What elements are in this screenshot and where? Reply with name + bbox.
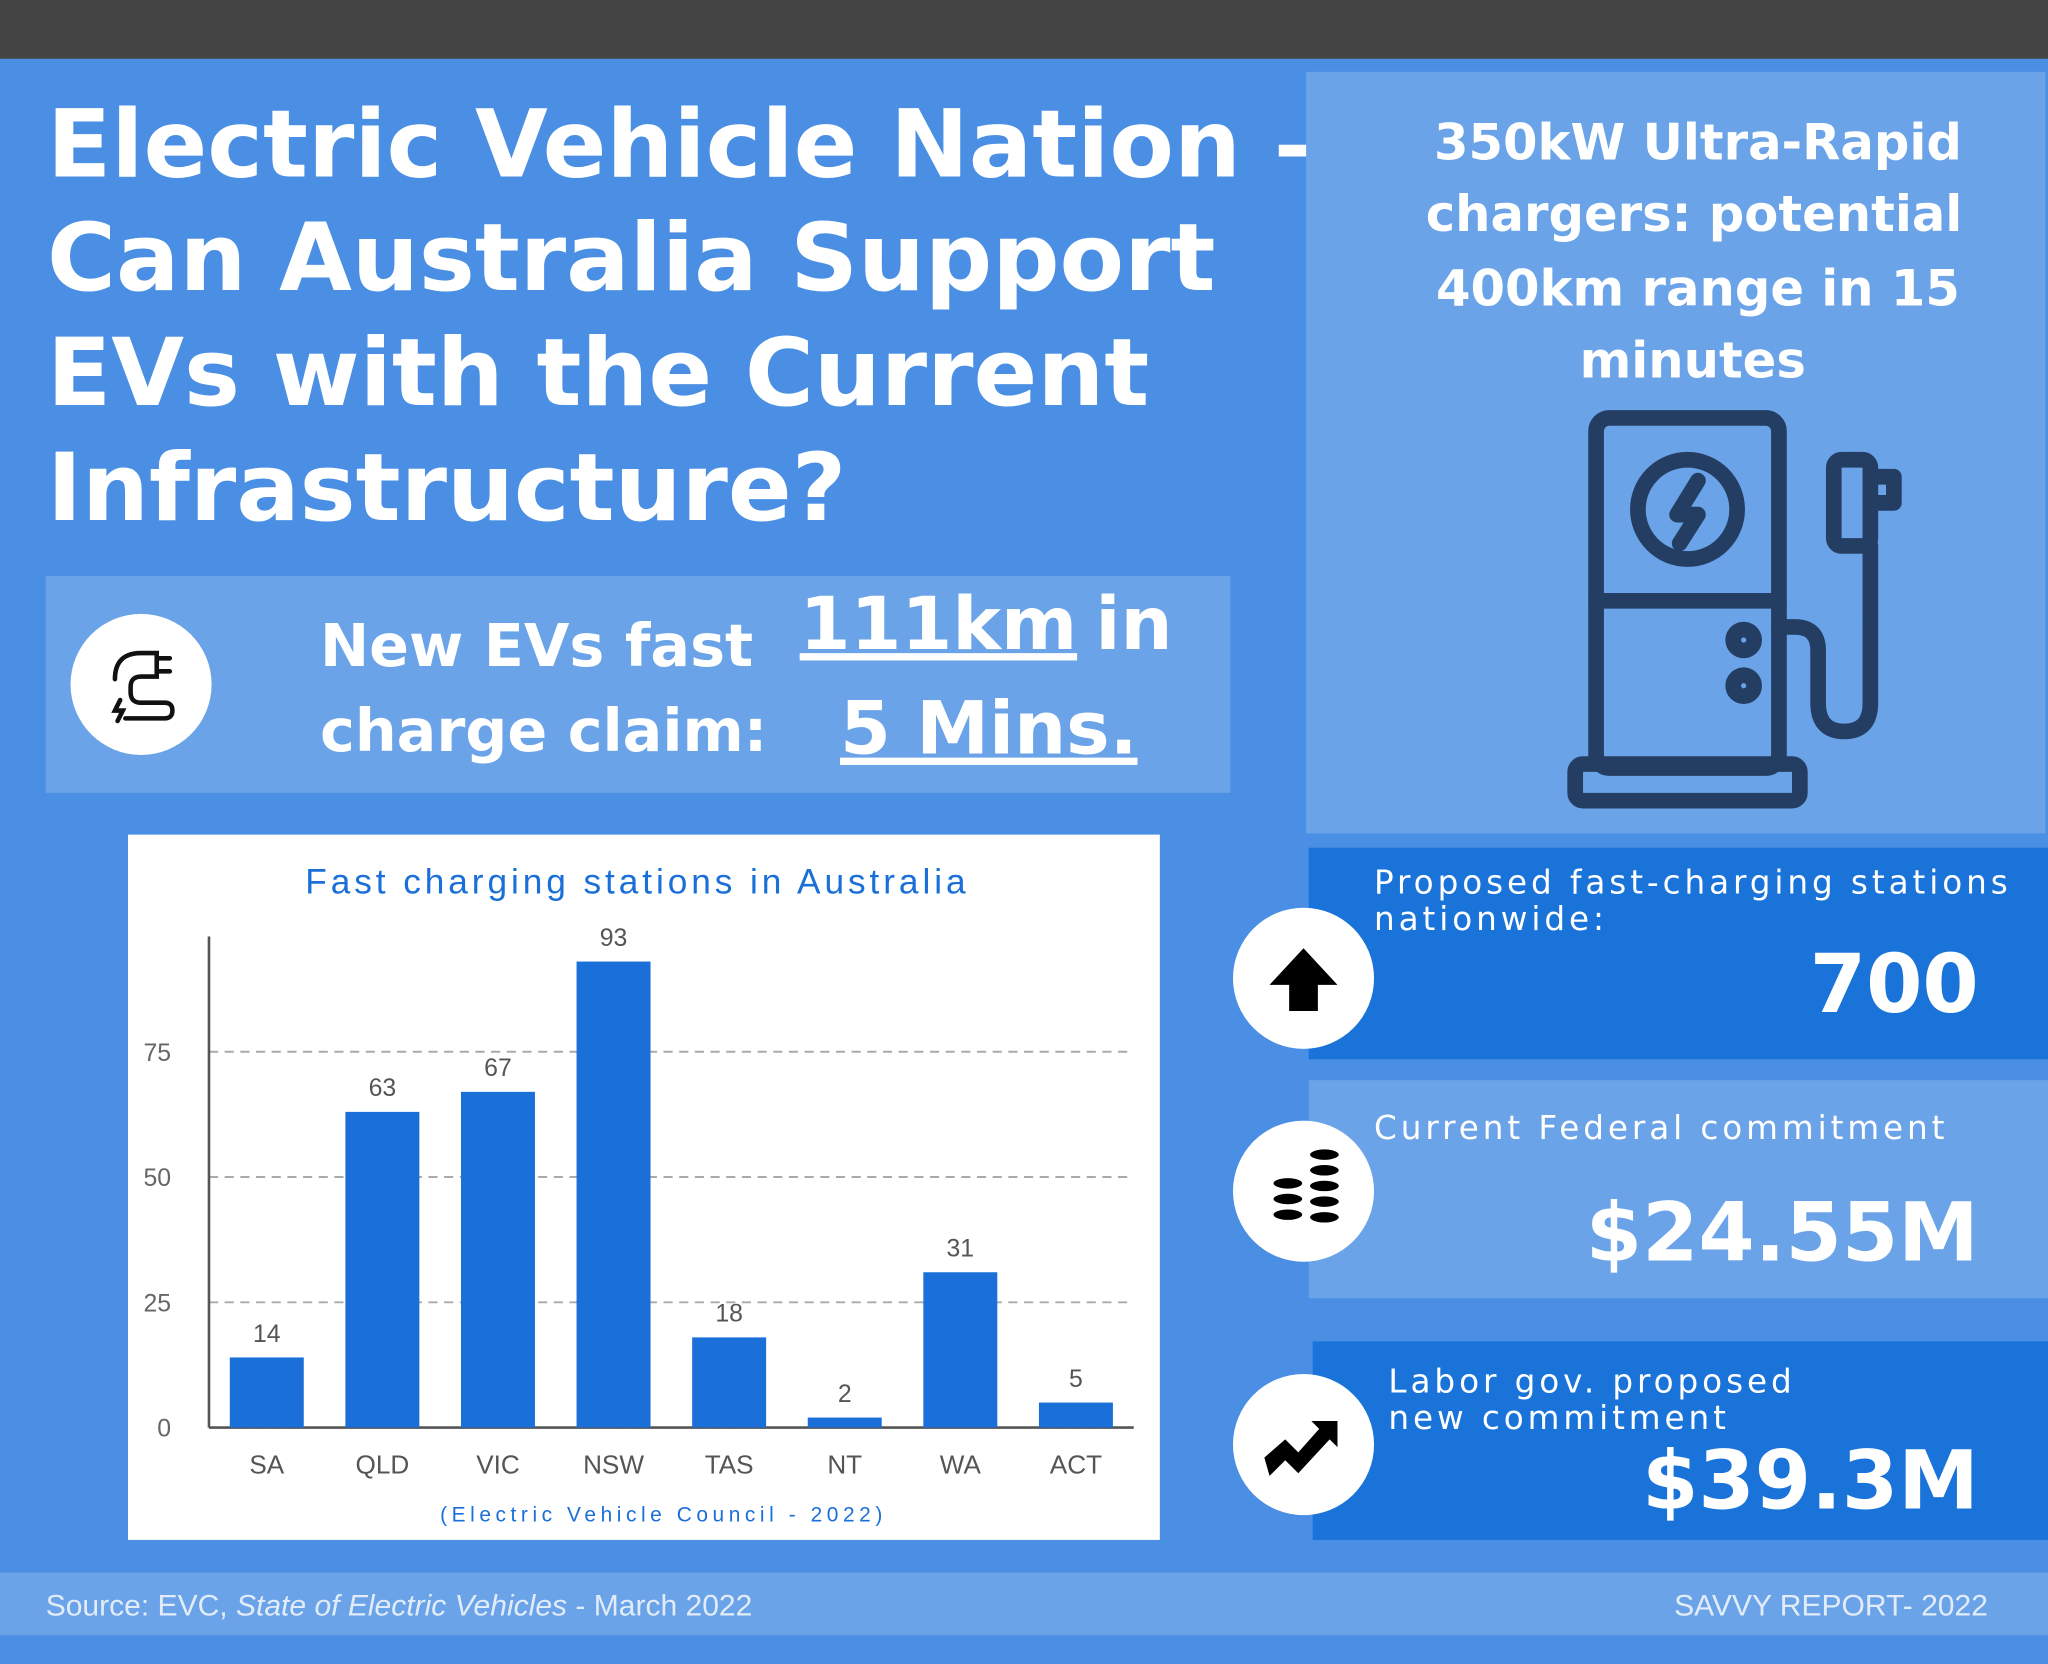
bar — [923, 1272, 998, 1428]
stats: Proposed fast-charging stationsnationwid… — [1232, 847, 2048, 1540]
stat-icon — [1264, 1421, 1338, 1476]
bar — [692, 1337, 767, 1428]
stat-label: nationwide: — [1374, 900, 1608, 938]
claim-label: charge claim: — [320, 696, 767, 765]
stat-panel — [1312, 1341, 2048, 1540]
value-label: 93 — [600, 925, 628, 952]
stat-value: $24.55M — [1586, 1186, 1979, 1280]
stat-icon-bg — [1232, 1374, 1375, 1516]
claim-label: New EVs fast — [320, 611, 753, 680]
feature-panel — [1306, 71, 2046, 834]
plug-icon — [111, 650, 175, 724]
x-tick-label: QLD — [356, 1449, 410, 1479]
x-tick-label: VIC — [476, 1449, 520, 1479]
feature-line: minutes — [1580, 331, 1806, 389]
stat-icon — [1269, 948, 1338, 1011]
stat-icon — [1307, 1193, 1342, 1210]
plug-icon-bg — [70, 613, 212, 755]
stat-icon-bg — [1232, 1120, 1375, 1262]
stat-icon — [1307, 1178, 1342, 1194]
stat-label: Proposed fast-charging stations — [1374, 863, 2012, 901]
footer-bar — [0, 1572, 2048, 1636]
feature-text: 350kW Ultra-Rapid chargers: potential 40… — [1426, 113, 1963, 389]
x-tick-label: NSW — [583, 1449, 644, 1479]
value-label: 63 — [369, 1075, 397, 1102]
bar — [807, 1417, 882, 1428]
bar — [576, 961, 651, 1428]
value-label: 31 — [947, 1236, 975, 1263]
claim-time: 5 Mins. — [840, 687, 1138, 772]
title: Electric Vehicle Nation – Can Australia … — [47, 90, 1321, 543]
stat-icon — [1307, 1209, 1342, 1226]
value-label: 2 — [838, 1381, 852, 1408]
y-tick-label: 50 — [144, 1165, 172, 1192]
stat-panel — [1308, 1080, 2048, 1299]
title-line: Can Australia Support — [47, 204, 1215, 313]
footer-source: Source: EVC, State of Electric Vehicles … — [46, 1590, 753, 1623]
claim-panel — [45, 576, 1231, 793]
y-tick-label: 25 — [144, 1290, 172, 1317]
stat-icon — [1270, 1191, 1305, 1207]
claim-distance: 111km — [800, 582, 1077, 667]
stat-icon — [1270, 1206, 1305, 1223]
stat-value: 700 — [1810, 938, 1979, 1032]
bar — [229, 1357, 304, 1428]
x-tick-label: ACT — [1050, 1449, 1102, 1479]
value-label: 14 — [253, 1321, 281, 1348]
chart-title: Fast charging stations in Australia — [305, 862, 969, 901]
title-line: EVs with the Current — [47, 319, 1149, 428]
claim-connector: in — [1095, 582, 1172, 667]
stat-label: new commitment — [1388, 1399, 1729, 1437]
chart-source: (Electric Vehicle Council - 2022) — [440, 1504, 887, 1527]
value-label: 18 — [715, 1301, 743, 1328]
y-tick-label: 75 — [144, 1040, 172, 1067]
source-title: State of Electric Vehicles — [236, 1590, 567, 1623]
stat-icon — [1270, 1175, 1305, 1192]
stat-label: Current Federal commitment — [1374, 1109, 1948, 1147]
charger-icon — [1567, 410, 1902, 809]
feature-line: 400km range in 15 — [1436, 260, 1960, 318]
stat-icon — [1307, 1162, 1342, 1179]
source-prefix: Source: EVC, — [46, 1590, 228, 1623]
value-label: 67 — [484, 1055, 512, 1082]
y-tick-label: 0 — [157, 1416, 171, 1443]
footer-brand: SAVVY REPORT- 2022 — [1674, 1590, 1988, 1623]
x-tick-label: SA — [249, 1449, 284, 1479]
x-tick-label: WA — [940, 1449, 982, 1479]
top-bar — [0, 0, 2048, 59]
stat-icon — [1307, 1146, 1342, 1163]
x-tick-label: NT — [827, 1449, 862, 1479]
feature-line: chargers: potential — [1426, 185, 1963, 243]
title-line: Electric Vehicle Nation – — [47, 90, 1321, 199]
stat-value: $39.3M — [1642, 1435, 1979, 1529]
source-suffix: - March 2022 — [575, 1590, 752, 1623]
bar — [460, 1091, 535, 1428]
feature-line: 350kW Ultra-Rapid — [1434, 113, 1962, 171]
bar — [345, 1111, 420, 1428]
bar-chart: Fast charging stations in Australia (Ele… — [144, 862, 1134, 1527]
claim-distance-line: 111km in — [800, 582, 1173, 667]
stat-panel — [1308, 847, 2048, 1060]
bar — [1038, 1402, 1113, 1428]
x-tick-label: TAS — [705, 1449, 754, 1479]
stat-label: Labor gov. proposed — [1388, 1362, 1795, 1400]
title-line: Infrastructure? — [47, 434, 846, 543]
value-label: 5 — [1069, 1366, 1083, 1393]
